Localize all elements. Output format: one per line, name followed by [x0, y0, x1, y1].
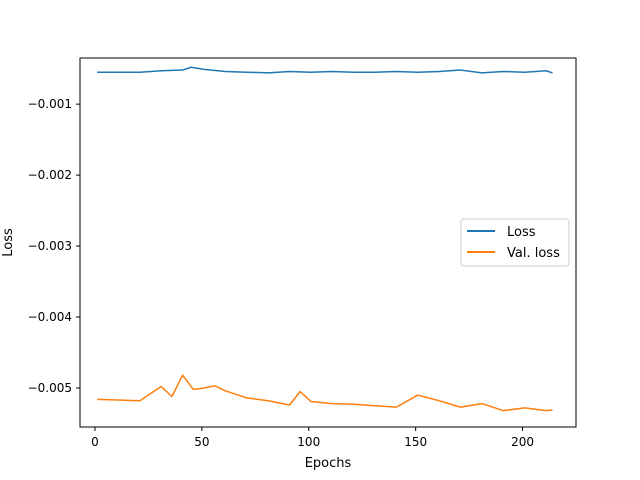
y-tick-label-4: −0.005: [28, 381, 72, 395]
x-tick-label-1: 50: [194, 435, 209, 449]
y-tick-label-1: −0.002: [28, 168, 72, 182]
series-line-1: [97, 374, 553, 412]
legend: Loss Val. loss: [460, 218, 570, 267]
legend-label-0: Loss: [507, 225, 536, 240]
x-tick-label-3: 150: [404, 435, 427, 449]
plot-frame: [79, 57, 577, 428]
axes-layer: 0 50 100 150 200 −0.001 −0.002 −0.003 −0.004 −0.0…: [1, 57, 577, 471]
x-axis-label: Epochs: [305, 456, 352, 471]
y-tick-label-3: −0.004: [28, 310, 72, 324]
series-line-0: [97, 66, 553, 74]
x-tick-label-4: 200: [511, 435, 534, 449]
x-tick-label-2: 100: [297, 435, 320, 449]
series-layer: [97, 66, 553, 412]
y-tick-label-0: −0.001: [28, 97, 72, 111]
y-axis-label: Loss: [1, 228, 16, 257]
y-tick-label-2: −0.003: [28, 239, 72, 253]
x-tick-label-0: 0: [91, 435, 99, 449]
legend-label-1: Val. loss: [507, 246, 560, 261]
